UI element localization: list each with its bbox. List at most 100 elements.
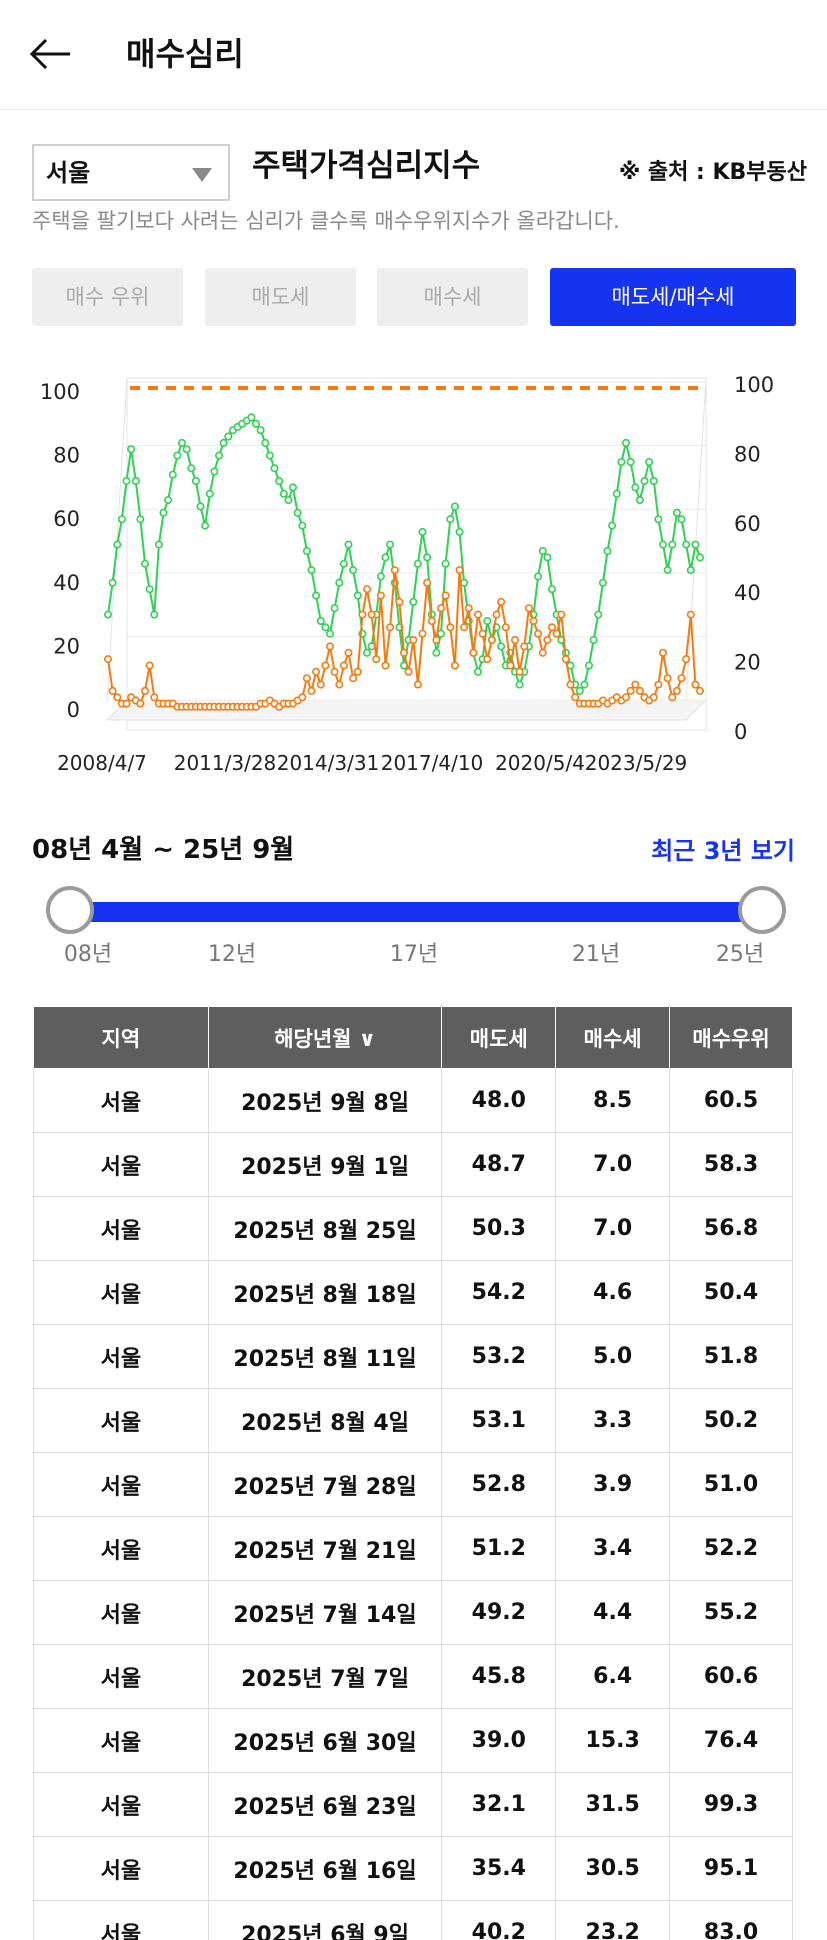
series-sell-point bbox=[182, 445, 191, 454]
series-buy-point bbox=[654, 680, 663, 689]
series-sell-point bbox=[589, 635, 598, 644]
series-sell-point bbox=[164, 496, 173, 505]
series-buy-point bbox=[478, 629, 487, 638]
series-buy-point bbox=[427, 616, 436, 625]
table-header-row: 지역 해당년월 ∨ 매도세 매수세 매수우위 bbox=[33, 1006, 793, 1069]
recent-3-years-link[interactable]: 최근 3년 보기 bbox=[651, 837, 795, 865]
cell-buy-advantage: 50.4 bbox=[669, 1260, 793, 1325]
y-left-tick-label: 100 bbox=[40, 380, 80, 404]
cell-buy-advantage: 52.2 bbox=[669, 1516, 793, 1581]
series-sell-point bbox=[446, 515, 455, 524]
series-buy-point bbox=[344, 648, 353, 657]
series-sell-point bbox=[617, 458, 626, 467]
series-buy-point bbox=[404, 667, 413, 676]
series-buy-point bbox=[566, 680, 575, 689]
series-sell-point bbox=[612, 489, 621, 498]
col-buy: 매수세 bbox=[555, 1006, 671, 1069]
series-sell-point bbox=[261, 438, 270, 447]
series-sell-point bbox=[293, 508, 302, 517]
cell-sell: 35.4 bbox=[441, 1836, 557, 1901]
region-select[interactable]: 서울 bbox=[32, 144, 230, 201]
tab-sell-buy-strength[interactable]: 매도세/매수세 bbox=[550, 268, 796, 326]
series-buy-point bbox=[372, 655, 381, 664]
series-buy-point bbox=[339, 661, 348, 670]
cell-region: 서울 bbox=[33, 1324, 209, 1389]
series-sell-point bbox=[547, 585, 556, 594]
series-sell-point bbox=[432, 648, 441, 657]
cell-sell: 40.2 bbox=[441, 1900, 557, 1940]
cell-buy: 5.0 bbox=[555, 1324, 671, 1389]
cell-buy-advantage: 51.0 bbox=[669, 1452, 793, 1517]
tab-sell-strength[interactable]: 매도세 bbox=[205, 268, 356, 326]
series-sell-point bbox=[108, 578, 117, 587]
series-sell-point bbox=[279, 489, 288, 498]
cell-buy-advantage: 60.5 bbox=[669, 1068, 793, 1133]
series-sell-point bbox=[608, 521, 617, 530]
index-tabs: 매수 우위 매도세 매수세 매도세/매수세 bbox=[32, 268, 796, 326]
series-sell-point bbox=[302, 547, 311, 556]
series-sell-point bbox=[173, 451, 182, 460]
series-buy-point bbox=[497, 597, 506, 606]
slider-start-handle[interactable] bbox=[46, 886, 94, 934]
series-buy-point bbox=[423, 578, 432, 587]
series-sell-point bbox=[131, 477, 140, 486]
slider-end-handle[interactable] bbox=[738, 886, 786, 934]
series-sell-point bbox=[141, 559, 150, 568]
back-button[interactable] bbox=[28, 32, 76, 76]
series-buy-point bbox=[547, 623, 556, 632]
series-buy-point bbox=[455, 566, 464, 575]
series-buy-point bbox=[436, 604, 445, 613]
cell-buy: 3.4 bbox=[555, 1516, 671, 1581]
date-range-slider[interactable] bbox=[46, 886, 786, 938]
chart-title: 주택가격심리지수 bbox=[252, 148, 481, 184]
series-buy-point bbox=[460, 623, 469, 632]
series-sell-point bbox=[224, 432, 233, 441]
tab-buy-strength[interactable]: 매수세 bbox=[377, 268, 528, 326]
chart-description: 주택을 팔기보다 사려는 심리가 클수록 매수우위지수가 올라갑니다. bbox=[32, 209, 620, 233]
cell-buy: 4.6 bbox=[555, 1260, 671, 1325]
series-buy-point bbox=[682, 655, 691, 664]
slider-year-ticks: 08년 12년 17년 21년 25년 bbox=[0, 940, 827, 970]
series-buy-point bbox=[658, 648, 667, 657]
y-left-tick-label: 60 bbox=[53, 507, 80, 531]
range-label: 08년 4월 ~ 25년 9월 bbox=[32, 835, 295, 865]
cell-region: 서울 bbox=[33, 1132, 209, 1197]
series-buy-point bbox=[395, 597, 404, 606]
series-sell-point bbox=[686, 566, 695, 575]
series-sell-point bbox=[321, 623, 330, 632]
series-buy-point bbox=[441, 591, 450, 600]
series-sell-point bbox=[362, 648, 371, 657]
series-sell-point bbox=[635, 496, 644, 505]
col-date-sort[interactable]: 해당년월 ∨ bbox=[207, 1006, 443, 1069]
cell-date: 2025년 7월 28일 bbox=[207, 1452, 443, 1517]
series-sell-point bbox=[691, 540, 700, 549]
cell-region: 서울 bbox=[33, 1452, 209, 1517]
series-sell-point bbox=[649, 477, 658, 486]
series-sell-point bbox=[376, 572, 385, 581]
series-buy-point bbox=[312, 667, 321, 676]
series-buy-point bbox=[649, 693, 658, 702]
x-axis-labels: 2008/4/7 2011/3/28 2014/3/31 2017/4/10 2020/… bbox=[57, 751, 687, 775]
cell-region: 서울 bbox=[33, 1900, 209, 1940]
slider-track-selected[interactable] bbox=[70, 902, 762, 922]
table-row: 서울 2025년 6월 30일 39.0 15.3 76.4 bbox=[33, 1708, 793, 1773]
series-sell-point bbox=[455, 527, 464, 536]
cell-region: 서울 bbox=[33, 1644, 209, 1709]
cell-date: 2025년 6월 23일 bbox=[207, 1772, 443, 1837]
table-row: 서울 2025년 9월 8일 48.0 8.5 60.5 bbox=[33, 1068, 793, 1133]
app-header: 매수심리 bbox=[0, 0, 827, 110]
sentiment-table: 지역 해당년월 ∨ 매도세 매수세 매수우위 서울 2025년 9월 8일 48.0… bbox=[33, 1006, 793, 1940]
series-buy-point bbox=[672, 686, 681, 695]
triangle-down-icon bbox=[192, 168, 212, 182]
series-buy-point bbox=[381, 661, 390, 670]
cell-buy: 30.5 bbox=[555, 1836, 671, 1901]
cell-buy-advantage: 99.3 bbox=[669, 1772, 793, 1837]
table-row: 서울 2025년 7월 14일 49.2 4.4 55.2 bbox=[33, 1580, 793, 1645]
cell-sell: 48.7 bbox=[441, 1132, 557, 1197]
tab-buy-advantage[interactable]: 매수 우위 bbox=[32, 268, 183, 326]
col-region: 지역 bbox=[33, 1006, 209, 1069]
series-sell-point bbox=[515, 680, 524, 689]
series-sell-point bbox=[594, 610, 603, 619]
series-sell-point bbox=[381, 553, 390, 562]
chart-back-wall bbox=[126, 377, 707, 731]
